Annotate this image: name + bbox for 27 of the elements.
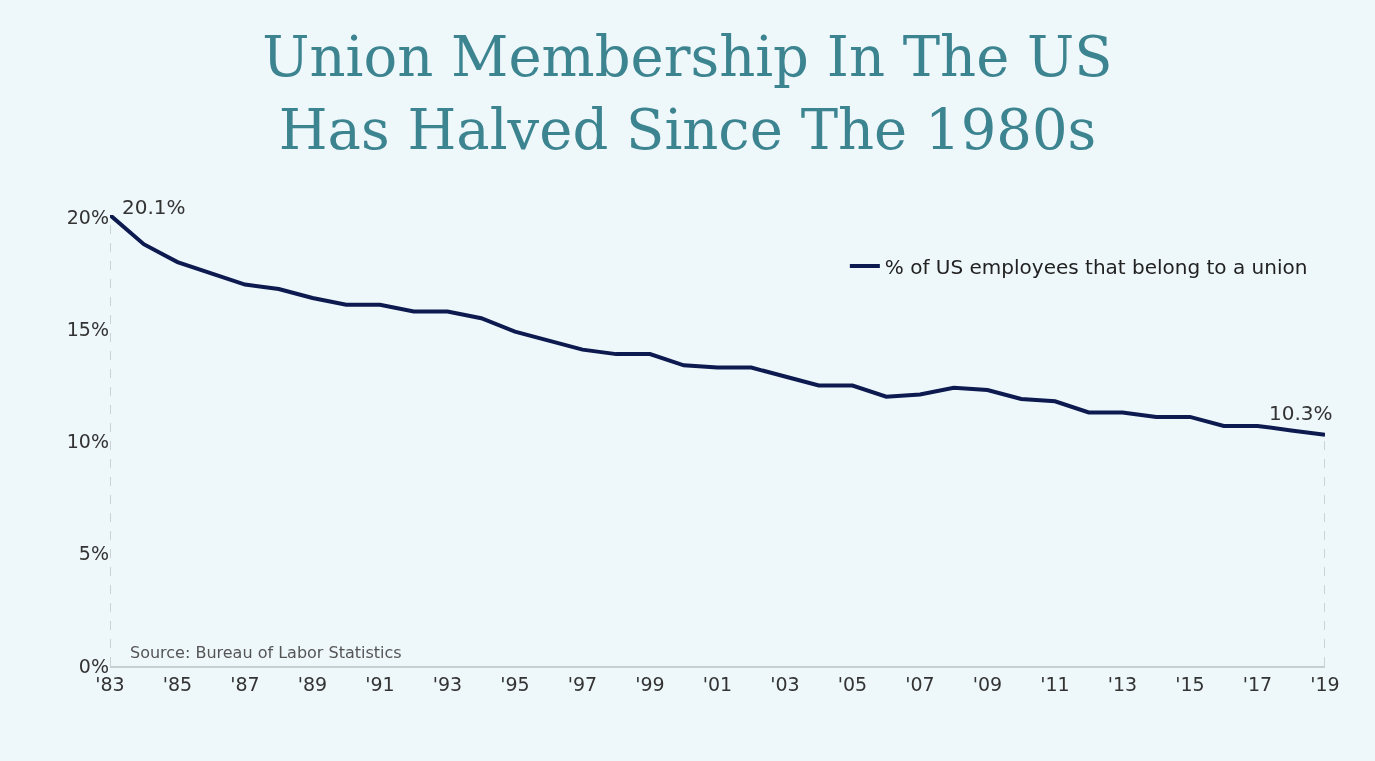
legend-label: % of US employees that belong to a union [884, 254, 1308, 279]
x-tick-label: '07 [905, 672, 935, 695]
x-tick-label: '95 [500, 672, 530, 695]
x-tick-label: '97 [567, 672, 598, 695]
x-tick-label: '13 [1107, 672, 1138, 695]
x-tick-label: '91 [365, 672, 395, 695]
y-tick-label: 10% [66, 430, 109, 453]
x-tick-label: '99 [635, 672, 665, 695]
x-tick-label: '89 [297, 672, 328, 695]
x-tick-label: '87 [230, 672, 260, 695]
x-tick-label: '09 [972, 672, 1003, 695]
x-tick-label: '05 [837, 672, 868, 695]
x-tick-label: '19 [1310, 672, 1340, 695]
x-tick-label: '01 [702, 672, 733, 695]
y-tick-label: 20% [66, 205, 109, 228]
annotation: 20.1% [122, 195, 186, 219]
annotation: Source: Bureau of Labor Statistics [130, 643, 402, 662]
x-tick-label: '93 [432, 672, 463, 695]
x-tick-label: '17 [1242, 672, 1273, 695]
chart-title: Union Membership In The US Has Halved Since The 1980s [262, 24, 1113, 162]
y-tick-label: 5% [78, 542, 109, 565]
x-tick-label: '15 [1175, 672, 1205, 695]
annotation: 10.3% [1269, 401, 1333, 425]
y-tick-label: 15% [66, 318, 109, 341]
x-tick-label: '85 [162, 672, 193, 695]
x-tick-label: '11 [1040, 672, 1070, 695]
x-tick-label: '03 [770, 672, 800, 695]
